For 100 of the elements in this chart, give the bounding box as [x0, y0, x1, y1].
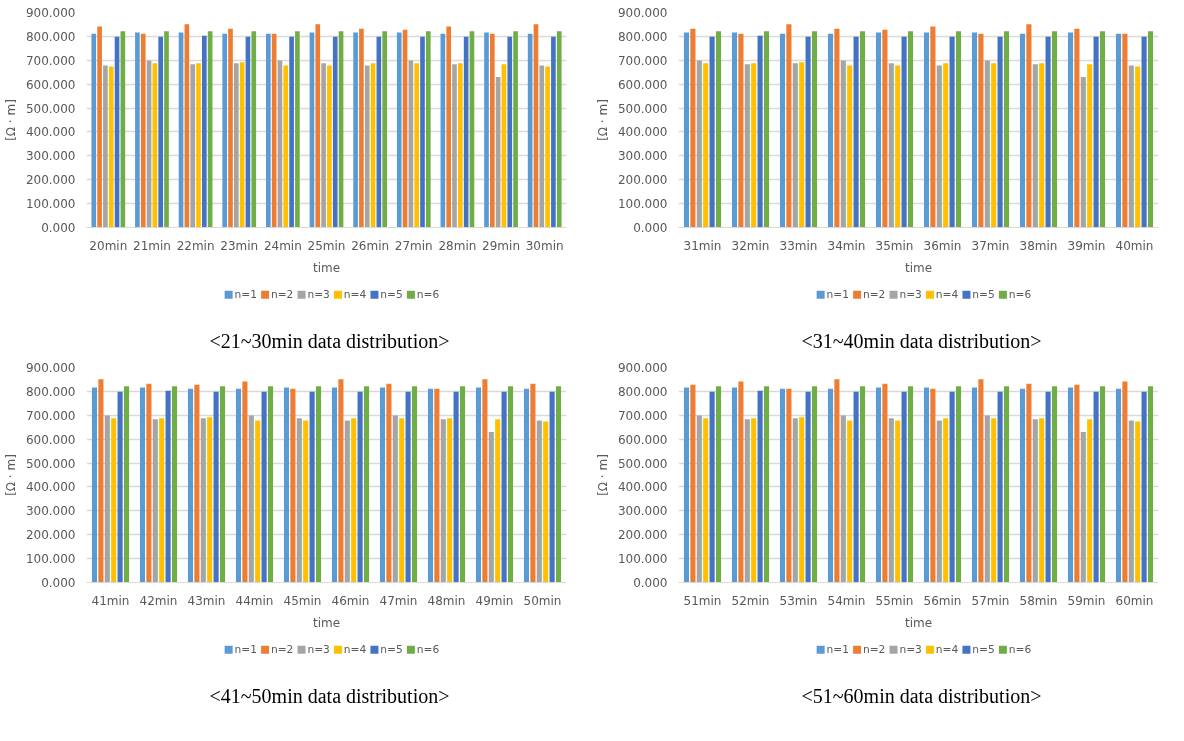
y-tick-label: 800.000	[617, 29, 668, 44]
legend-label: n=4	[343, 288, 367, 302]
bar	[709, 36, 715, 228]
bar	[255, 420, 261, 583]
bar	[359, 28, 364, 228]
y-tick-label: 0.000	[633, 221, 668, 235]
bar	[251, 31, 257, 228]
x-tick-label: 24min	[263, 238, 302, 253]
x-tick-label: 60min	[1115, 593, 1154, 608]
bar	[158, 36, 164, 228]
legend-label: n=1	[234, 643, 257, 657]
y-tick-label: 600.000	[25, 432, 76, 447]
x-axis-title: time	[312, 260, 341, 275]
bar	[1128, 420, 1134, 583]
bar	[98, 379, 104, 583]
x-tick-label: 40min	[1115, 238, 1154, 253]
bar	[1099, 31, 1106, 228]
y-tick-label: 800.000	[25, 384, 76, 399]
bar	[140, 33, 146, 228]
bar	[683, 32, 690, 228]
bar	[930, 26, 936, 228]
bar	[551, 36, 556, 228]
bar	[457, 63, 463, 228]
bar	[309, 391, 315, 583]
bar	[556, 31, 562, 228]
bar	[351, 418, 357, 583]
bar	[201, 35, 207, 228]
x-axis-title: time	[904, 260, 933, 275]
bar	[233, 63, 239, 228]
bar	[289, 36, 294, 228]
legend-label: n=4	[935, 643, 959, 657]
bar	[379, 387, 386, 583]
bar	[363, 386, 370, 583]
bar	[731, 32, 738, 228]
bar	[805, 391, 811, 583]
y-tick-label: 300.000	[25, 504, 76, 519]
bar	[955, 386, 962, 583]
bar	[683, 387, 690, 583]
legend-label: n=2	[270, 643, 294, 657]
legend-label: n=4	[935, 288, 959, 302]
bar	[690, 384, 696, 583]
x-tick-label: 42min	[139, 593, 178, 608]
bar	[984, 60, 990, 228]
bar	[104, 415, 110, 583]
y-axis-title: [Ω · m]	[3, 99, 18, 141]
bar	[907, 386, 914, 583]
x-tick-label: 23min	[220, 238, 259, 253]
bar	[446, 26, 452, 228]
bar	[1135, 66, 1141, 228]
bar	[135, 32, 140, 228]
bar	[792, 418, 798, 583]
y-tick-label: 700.000	[25, 408, 76, 423]
legend-label: n=3	[899, 288, 922, 302]
bar	[146, 383, 152, 583]
bar	[331, 387, 338, 583]
bar	[1032, 64, 1038, 228]
y-tick-label: 200.000	[25, 173, 76, 188]
bar	[190, 64, 196, 228]
bar	[923, 32, 930, 228]
bar	[207, 417, 213, 583]
bar	[1115, 33, 1122, 228]
y-tick-label: 500.000	[617, 101, 668, 116]
bar	[1026, 383, 1032, 583]
bar	[1039, 418, 1045, 583]
bar	[1026, 24, 1032, 228]
bar	[923, 387, 930, 583]
x-tick-label: 35min	[875, 238, 914, 253]
bar	[731, 387, 738, 583]
y-tick-label: 300.000	[25, 149, 76, 164]
bar	[834, 28, 840, 228]
bar	[475, 387, 482, 583]
bar	[452, 64, 457, 228]
bar	[943, 418, 949, 583]
bar	[482, 379, 488, 583]
x-tick-label: 51min	[683, 593, 722, 608]
bar	[859, 386, 866, 583]
bar	[159, 418, 165, 583]
bar	[530, 383, 536, 583]
bar	[805, 36, 811, 228]
bar	[396, 32, 402, 228]
bar	[1122, 381, 1128, 583]
legend-label: n=1	[234, 288, 257, 302]
bar	[219, 386, 226, 583]
bar	[751, 63, 757, 228]
bar	[447, 418, 453, 583]
bar	[1067, 32, 1074, 228]
text: <51~60min data distribution>	[801, 684, 1042, 707]
bar	[751, 418, 757, 583]
x-tick-label: 27min	[394, 238, 433, 253]
bar	[425, 31, 431, 228]
bar	[513, 31, 518, 228]
bar	[1045, 391, 1051, 583]
bar	[949, 391, 955, 583]
bar	[555, 386, 562, 583]
bar	[971, 32, 978, 228]
bar	[907, 31, 914, 228]
bar	[453, 391, 459, 583]
bar	[834, 379, 840, 583]
bar	[997, 391, 1003, 583]
bar	[91, 387, 98, 583]
